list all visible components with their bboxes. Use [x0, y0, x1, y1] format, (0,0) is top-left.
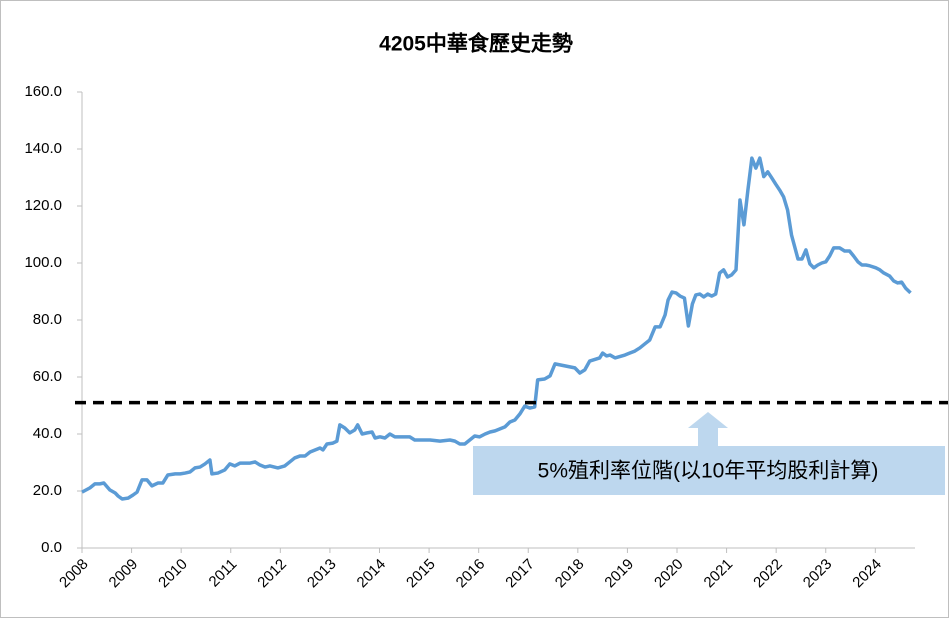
annotation-arrow: [688, 412, 728, 446]
y-tick-label: 60.0: [33, 368, 62, 385]
price-line: [81, 156, 912, 501]
y-tick-label: 100.0: [24, 254, 62, 271]
y-tick-label: 80.0: [33, 311, 62, 328]
y-tick-label: 160.0: [24, 83, 62, 100]
chart-title: 4205中華食歷史走勢: [379, 32, 573, 56]
y-tick-label: 20.0: [33, 482, 62, 499]
y-tick-label: 40.0: [33, 425, 62, 442]
y-tick-label: 140.0: [24, 140, 62, 157]
annotation-text: 5%殖利率位階(以10年平均股利計算): [538, 460, 879, 483]
y-tick-label: 120.0: [24, 197, 62, 214]
annotation-box: [473, 446, 945, 495]
y-tick-label: 0.0: [41, 539, 62, 556]
